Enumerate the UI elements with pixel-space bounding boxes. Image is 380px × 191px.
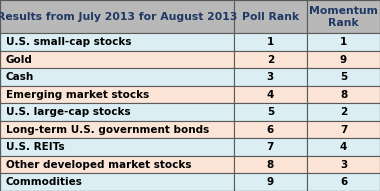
Text: 3: 3 (267, 72, 274, 82)
Text: 1: 1 (340, 37, 347, 47)
Bar (307, 173, 380, 191)
Text: Cash: Cash (6, 72, 34, 82)
Bar (0, 173, 234, 191)
Text: 9: 9 (267, 177, 274, 187)
Text: 6: 6 (267, 125, 274, 135)
Text: 5: 5 (340, 72, 347, 82)
Bar (0, 121, 234, 138)
Bar (307, 121, 380, 138)
Text: 3: 3 (340, 160, 347, 170)
Text: 6: 6 (340, 177, 347, 187)
Bar (307, 104, 380, 121)
Bar (307, 68, 380, 86)
Text: U.S. small-cap stocks: U.S. small-cap stocks (6, 37, 131, 47)
Bar (234, 51, 307, 68)
Text: Long-term U.S. government bonds: Long-term U.S. government bonds (6, 125, 209, 135)
Text: 4: 4 (267, 90, 274, 100)
Bar (0, 51, 234, 68)
Bar (0, 138, 234, 156)
Text: Results from July 2013 for August 2013: Results from July 2013 for August 2013 (0, 12, 237, 22)
Bar (234, 121, 307, 138)
Text: Gold: Gold (6, 55, 33, 65)
Bar (234, 0, 307, 33)
Bar (307, 86, 380, 104)
Text: Emerging market stocks: Emerging market stocks (6, 90, 149, 100)
Text: 8: 8 (267, 160, 274, 170)
Bar (234, 138, 307, 156)
Bar (307, 0, 380, 33)
Bar (307, 156, 380, 173)
Text: Commodities: Commodities (6, 177, 82, 187)
Text: 8: 8 (340, 90, 347, 100)
Bar (307, 51, 380, 68)
Text: 7: 7 (267, 142, 274, 152)
Bar (0, 86, 234, 104)
Bar (234, 68, 307, 86)
Text: 2: 2 (340, 107, 347, 117)
Text: 4: 4 (340, 142, 347, 152)
Bar (234, 104, 307, 121)
Text: 5: 5 (267, 107, 274, 117)
Text: Momentum
Rank: Momentum Rank (309, 6, 378, 28)
Bar (307, 138, 380, 156)
Text: Poll Rank: Poll Rank (242, 12, 299, 22)
Bar (0, 156, 234, 173)
Bar (234, 86, 307, 104)
Bar (0, 33, 234, 51)
Text: 2: 2 (267, 55, 274, 65)
Bar (0, 0, 234, 33)
Text: 9: 9 (340, 55, 347, 65)
Bar (234, 33, 307, 51)
Text: U.S. REITs: U.S. REITs (6, 142, 64, 152)
Text: 1: 1 (267, 37, 274, 47)
Bar (0, 68, 234, 86)
Bar (307, 33, 380, 51)
Text: Other developed market stocks: Other developed market stocks (6, 160, 191, 170)
Bar (234, 156, 307, 173)
Text: U.S. large-cap stocks: U.S. large-cap stocks (6, 107, 130, 117)
Bar (0, 104, 234, 121)
Bar (234, 173, 307, 191)
Text: 7: 7 (340, 125, 347, 135)
